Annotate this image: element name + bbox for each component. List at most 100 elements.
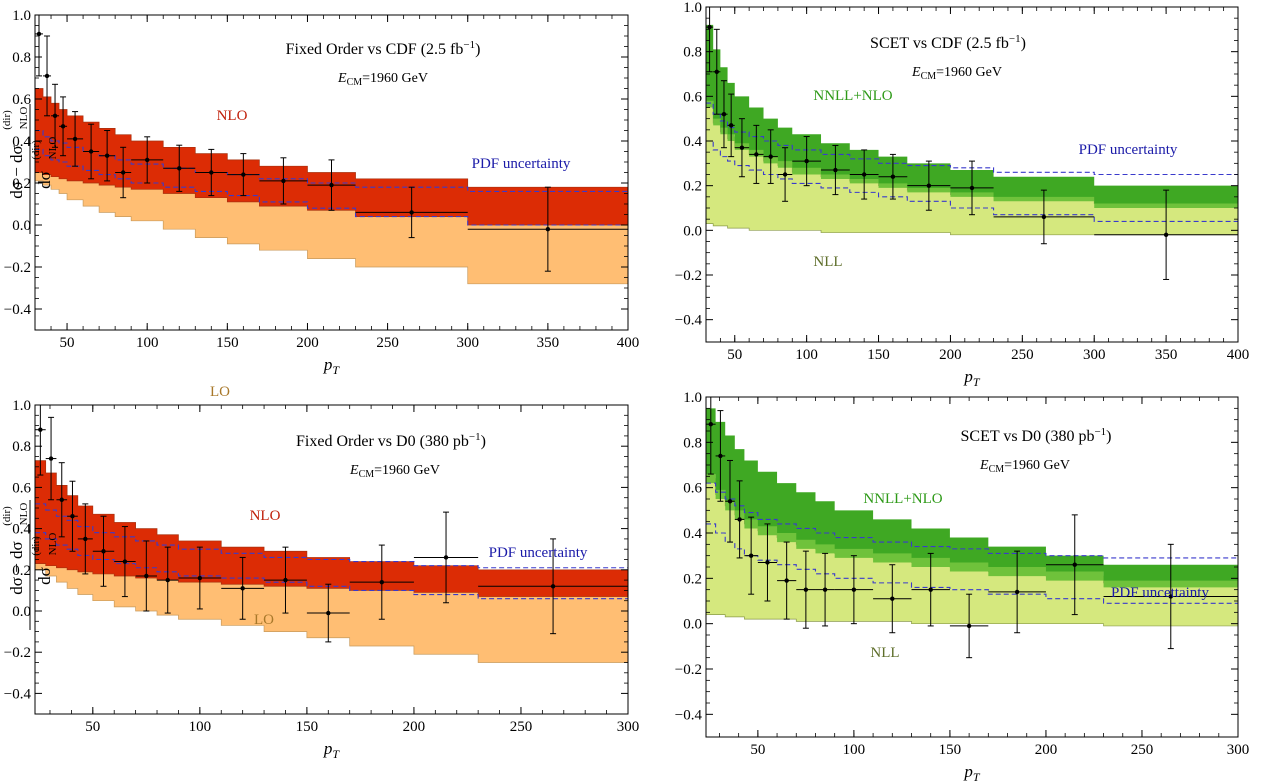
y-tick-label: 0.0 xyxy=(12,604,31,620)
pdf-uncertainty-label: PDF uncettainty xyxy=(1111,585,1209,601)
data-point xyxy=(227,153,260,197)
x-axis-label-sub: T xyxy=(973,770,981,784)
data-point-marker xyxy=(283,577,288,583)
data-point-marker xyxy=(379,579,385,585)
x-axis-label-sub: T xyxy=(332,363,340,377)
data-point-marker xyxy=(83,536,88,542)
data-point-marker xyxy=(177,166,182,171)
y-axis-label-numerator-sub: NLO xyxy=(18,503,30,526)
y-tick-label: 0.0 xyxy=(683,223,702,239)
data-point-marker xyxy=(782,172,788,177)
data-point-marker xyxy=(708,422,714,427)
data-point-marker xyxy=(707,24,712,30)
data-point xyxy=(114,526,136,598)
panel-title-main: SCET vs D0 (380 pb xyxy=(961,428,1095,445)
data-point-marker xyxy=(754,152,759,157)
panel-title: SCET vs CDF (2.5 fb−1) xyxy=(870,33,1026,52)
ecm-label: ECM=1960 GeV xyxy=(979,458,1070,475)
ecm-label-value: =1960 GeV xyxy=(936,65,1002,80)
data-point xyxy=(99,130,116,182)
data-point xyxy=(45,416,57,501)
data-point xyxy=(135,540,158,612)
data-point xyxy=(744,516,758,595)
data-point xyxy=(307,159,356,211)
data-point xyxy=(1094,189,1238,280)
data-point xyxy=(815,552,835,627)
data-point-marker xyxy=(104,153,110,158)
data-point-marker xyxy=(822,587,828,592)
data-point xyxy=(35,405,46,476)
data-point xyxy=(988,550,1046,634)
y-label-num-main: dσ − dσ xyxy=(7,145,26,198)
y-axis-label-denominator: dσ xyxy=(35,567,54,585)
data-point xyxy=(92,515,115,587)
y-tick-label: 0.2 xyxy=(12,563,31,579)
data-point xyxy=(163,144,196,192)
ecm-label-main: E xyxy=(349,463,359,478)
pdf-band-upper-line xyxy=(35,129,628,192)
x-tick-label: 50 xyxy=(750,742,765,758)
x-tick-label: 300 xyxy=(1227,742,1250,758)
data-point-marker xyxy=(748,553,754,558)
y-tick-label: 0.8 xyxy=(683,45,702,61)
panel-2: −0.4 −0.2 0.0 0.2 0.4 0.6 0.8 1.0 50 100 150 200 250… xyxy=(675,0,1249,389)
data-point-marker xyxy=(890,174,896,179)
data-point-marker xyxy=(120,170,126,175)
band-label-nnll: NNLL+NLO xyxy=(863,491,942,507)
data-point xyxy=(713,28,721,115)
data-point-marker xyxy=(38,427,43,432)
data-point-marker xyxy=(718,453,723,459)
data-point xyxy=(67,111,84,167)
y-axis-label-numerator-sup: (dir) xyxy=(1,506,13,526)
y-tick-label: −0.4 xyxy=(4,686,32,702)
ecm-label: ECM=1960 GeV xyxy=(911,65,1002,82)
y-tick-label: 0.8 xyxy=(12,50,31,66)
y-axis-label-denominator-sup: (dir) xyxy=(30,536,42,556)
x-tick-label: 300 xyxy=(456,335,479,351)
data-point xyxy=(67,480,78,552)
data-point-marker xyxy=(1014,589,1020,595)
x-tick-label: 300 xyxy=(1083,347,1106,363)
data-point-marker xyxy=(144,157,150,163)
data-point-marker xyxy=(1163,232,1169,237)
panel-title: Fixed Order vs CDF (2.5 fb−1) xyxy=(286,39,481,58)
data-point xyxy=(715,410,726,502)
panel-title-sup: −1 xyxy=(463,39,475,51)
plot-area xyxy=(706,7,1238,280)
data-point xyxy=(950,160,994,216)
data-point xyxy=(264,546,307,614)
ecm-label-value: =1960 GeV xyxy=(1004,458,1070,473)
data-point-marker xyxy=(926,183,932,188)
data-point xyxy=(727,93,735,158)
x-tick-label: 150 xyxy=(216,335,239,351)
x-tick-label: 50 xyxy=(727,347,742,363)
data-point-marker xyxy=(768,154,773,159)
y-tick-label: 1.0 xyxy=(683,0,702,16)
data-point xyxy=(355,186,468,239)
data-point xyxy=(259,157,308,205)
y-tick-label: −0.4 xyxy=(675,313,703,329)
y-tick-label: 0.6 xyxy=(683,89,702,105)
band-nnll-nlo-mid xyxy=(706,465,1238,588)
data-point-marker xyxy=(209,170,214,175)
pdf-band-upper-line xyxy=(706,102,1238,176)
y-axis-label-denominator-sub: NLO xyxy=(47,533,59,556)
data-point-marker xyxy=(861,172,867,177)
x-tick-label: 350 xyxy=(1155,347,1178,363)
y-axis-label-numerator: dσ − dσ xyxy=(7,541,26,594)
data-point-marker xyxy=(550,584,556,589)
y-tick-label: 0.6 xyxy=(12,480,31,496)
y-tick-label: 0.2 xyxy=(683,179,702,195)
pdf-band-lower-line xyxy=(35,148,628,226)
x-tick-label: 200 xyxy=(939,347,962,363)
data-point-marker xyxy=(48,456,54,461)
x-tick-label: 250 xyxy=(1131,742,1154,758)
x-tick-label: 400 xyxy=(1227,347,1250,363)
data-point-marker xyxy=(329,182,334,188)
data-point-marker xyxy=(36,31,42,37)
panel-1: −0.4 −0.2 0.0 0.2 0.4 0.6 0.8 1.0 50 100 150 200 250… xyxy=(4,8,639,400)
x-tick-label: 200 xyxy=(403,719,426,735)
x-tick-label: 100 xyxy=(843,742,866,758)
